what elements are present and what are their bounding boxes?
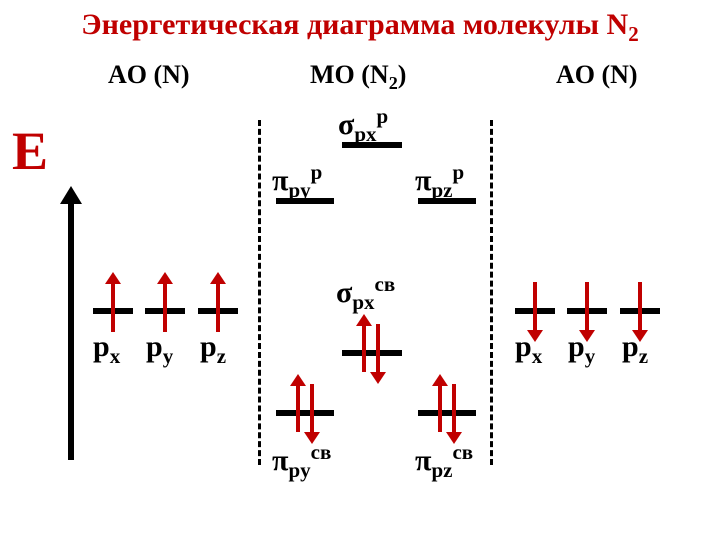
ao-right-pz-label: pz: [622, 330, 648, 369]
sigma-px-bond-label: σpxсв: [336, 272, 395, 315]
pi-pz-anti-label: πpzр: [415, 160, 464, 203]
separator-right: [490, 120, 493, 465]
energy-axis: [68, 200, 74, 460]
ao-right-px-label: px: [515, 330, 542, 369]
ao-left-px-label: px: [93, 330, 120, 369]
pi-pz-bond-label: πpzсв: [415, 440, 473, 483]
diagram-title: Энергетическая диаграмма молекулы N2: [0, 0, 720, 47]
separator-left: [258, 120, 261, 465]
header-ao-right: AO (N): [556, 60, 638, 90]
sigma-px-bond-level: [342, 350, 402, 356]
pi-py-bond-level: [276, 410, 334, 416]
ao-right-py-label: py: [568, 330, 595, 369]
ao-left-pz-label: pz: [200, 330, 226, 369]
sigma-px-anti-label: σpxр: [338, 104, 388, 147]
header-ao-left: AO (N): [108, 60, 190, 90]
header-mo-center: MO (N2): [310, 60, 406, 94]
mo-diagram: px py pz px py pz σpxр πpyр πpzр σpxсв π…: [0, 120, 720, 540]
pi-py-anti-label: πpyр: [272, 160, 322, 203]
pi-py-bond-label: πpyсв: [272, 440, 331, 483]
pi-pz-bond-level: [418, 410, 476, 416]
ao-left-py-label: py: [146, 330, 173, 369]
